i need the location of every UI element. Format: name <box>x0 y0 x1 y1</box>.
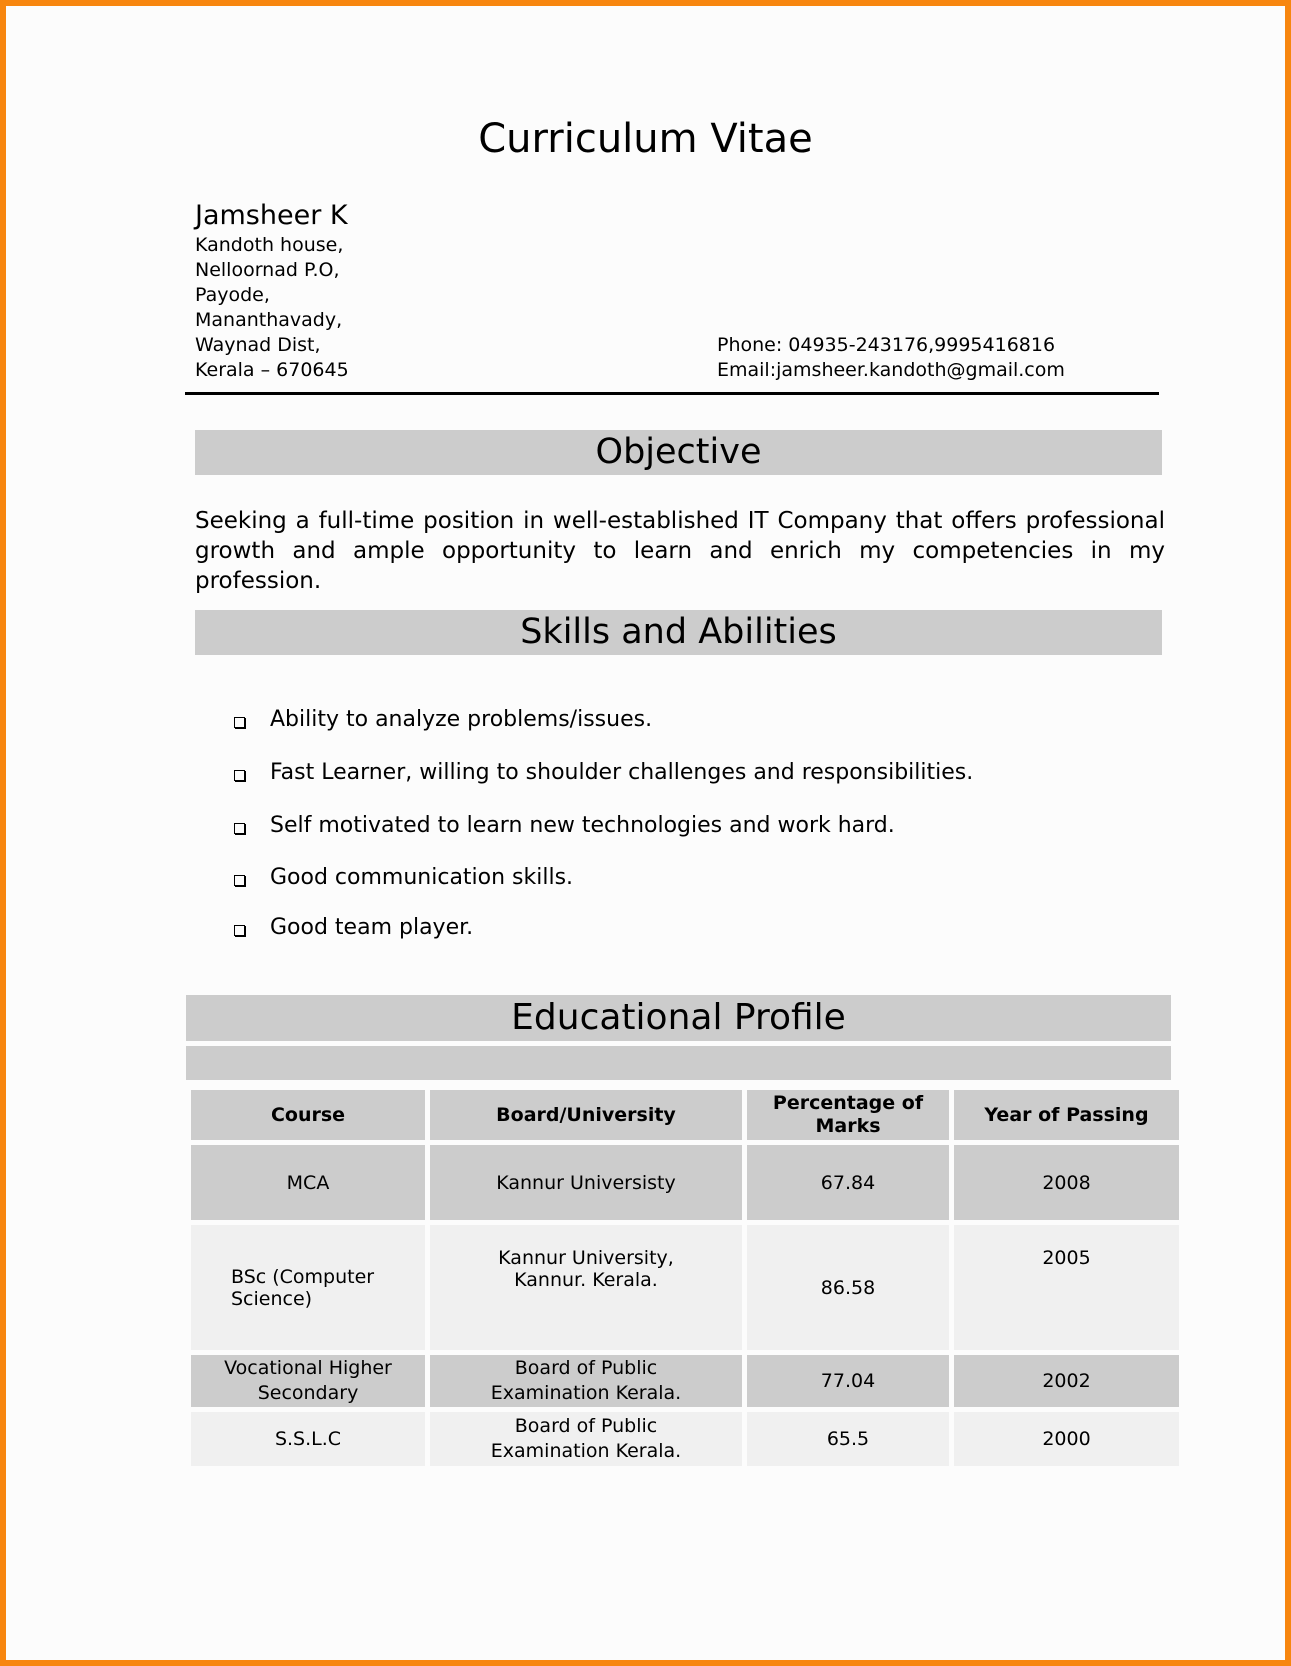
cell-course: Vocational Higher Secondary <box>191 1355 425 1407</box>
empty-band <box>186 1046 1171 1080</box>
address-line: Kerala – 670645 <box>195 359 349 381</box>
cell-board: Kannur Universisty <box>430 1145 742 1220</box>
table-row: Vocational Higher Secondary Board of Pub… <box>191 1355 1179 1407</box>
cell-course: S.S.L.C <box>191 1412 425 1466</box>
education-table: Course Board/University Percentage of Ma… <box>186 1085 1184 1471</box>
cell-year: 2008 <box>954 1145 1179 1220</box>
column-header: Board/University <box>430 1090 742 1140</box>
skill-item: Good team player. <box>270 915 474 940</box>
education-heading: Educational Profile <box>186 995 1171 1041</box>
address-line: Nelloornad P.O, <box>195 259 340 281</box>
checkbox-bullet-icon <box>234 875 245 886</box>
cell-percentage: 67.84 <box>747 1145 949 1220</box>
address-line: Payode, <box>195 284 270 306</box>
table-header-row: Course Board/University Percentage of Ma… <box>191 1090 1179 1140</box>
address-line: Waynad Dist, <box>195 334 321 356</box>
checkbox-bullet-icon <box>234 823 245 834</box>
cell-course: BSc (Computer Science) <box>191 1225 425 1350</box>
checkbox-bullet-icon <box>234 925 245 936</box>
table-row: S.S.L.C Board of Public Examination Kera… <box>191 1412 1179 1466</box>
applicant-name: Jamsheer K <box>195 200 348 231</box>
skill-item: Good communication skills. <box>270 865 574 890</box>
checkbox-bullet-icon <box>234 770 245 781</box>
checkbox-bullet-icon <box>234 717 245 728</box>
cell-board: Kannur University, Kannur. Kerala. <box>430 1225 742 1350</box>
cell-percentage: 65.5 <box>747 1412 949 1466</box>
column-header: Course <box>191 1090 425 1140</box>
cell-course: MCA <box>191 1145 425 1220</box>
cell-board: Board of Public Examination Kerala. <box>430 1355 742 1407</box>
page-title: Curriculum Vitae <box>478 116 813 162</box>
phone: Phone: 04935-243176,9995416816 <box>717 334 1056 356</box>
address-line: Mananthavady, <box>195 309 343 331</box>
table-row: BSc (Computer Science) Kannur University… <box>191 1225 1179 1350</box>
skill-item: Self motivated to learn new technologies… <box>270 813 895 838</box>
objective-text: Seeking a full-time position in well-est… <box>195 508 1165 594</box>
column-header: Percentage of Marks <box>747 1090 949 1140</box>
column-header: Year of Passing <box>954 1090 1179 1140</box>
divider <box>185 392 1159 395</box>
table-row: MCA Kannur Universisty 67.84 2008 <box>191 1145 1179 1220</box>
email: Email:jamsheer.kandoth@gmail.com <box>717 359 1065 381</box>
skill-item: Fast Learner, willing to shoulder challe… <box>270 760 974 785</box>
cell-board: Board of Public Examination Kerala. <box>430 1412 742 1466</box>
address-line: Kandoth house, <box>195 234 344 256</box>
objective-heading: Objective <box>195 430 1162 475</box>
cell-year: 2002 <box>954 1355 1179 1407</box>
skill-item: Ability to analyze problems/issues. <box>270 707 653 732</box>
cell-percentage: 86.58 <box>747 1225 949 1350</box>
cell-year: 2005 <box>954 1225 1179 1350</box>
cell-year: 2000 <box>954 1412 1179 1466</box>
cell-percentage: 77.04 <box>747 1355 949 1407</box>
skills-heading: Skills and Abilities <box>195 610 1162 655</box>
